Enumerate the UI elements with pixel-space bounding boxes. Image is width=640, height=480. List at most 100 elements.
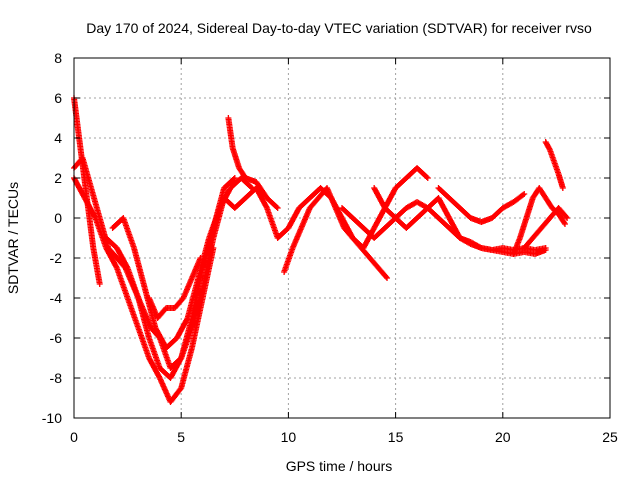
y-tick-label: 6: [54, 90, 62, 106]
data-point: [167, 365, 174, 371]
data-point: [163, 305, 170, 311]
plot-frame: [73, 57, 611, 419]
data-point: [531, 251, 538, 257]
data-point: [446, 225, 453, 231]
data-point: [296, 205, 303, 211]
marker-trail: [225, 116, 280, 210]
data-point: [253, 179, 260, 185]
data-point: [306, 195, 313, 201]
marker-trail: [522, 206, 570, 250]
data-point: [146, 335, 153, 341]
data-point: [229, 145, 236, 151]
x-tick-label: 25: [602, 429, 618, 445]
x-tick-label: 20: [495, 429, 511, 445]
marker-trail: [71, 176, 217, 404]
data-point: [521, 245, 528, 251]
data-point: [456, 205, 463, 211]
data-point: [274, 235, 281, 241]
data-point: [489, 215, 496, 221]
data-point: [392, 185, 399, 191]
data-point: [242, 175, 249, 181]
data-point: [435, 185, 442, 191]
data-point: [289, 245, 296, 251]
data-point: [424, 205, 431, 211]
data-point: [555, 171, 562, 177]
series-arc-5: [109, 175, 255, 351]
data-point: [188, 345, 195, 351]
data-point: [263, 195, 270, 201]
data-point: [561, 221, 568, 227]
data-point: [542, 195, 549, 201]
data-point: [555, 205, 562, 211]
y-tick-label: -2: [50, 250, 63, 266]
data-point: [371, 225, 378, 231]
data-point: [180, 295, 187, 301]
data-point: [414, 215, 421, 221]
series-arc-9: [281, 185, 391, 281]
data-point: [79, 155, 86, 161]
data-point: [221, 195, 228, 201]
data-point: [467, 241, 474, 247]
data-point: [371, 235, 378, 241]
data-point: [281, 269, 288, 275]
data-point: [113, 255, 120, 261]
data-point: [538, 225, 545, 231]
data-point: [90, 245, 97, 251]
data-point: [221, 185, 228, 191]
data-point: [446, 215, 453, 221]
data-point: [467, 215, 474, 221]
data-point: [384, 275, 391, 281]
x-tick-label: 5: [177, 429, 185, 445]
data-point: [323, 185, 330, 191]
data-point: [371, 185, 378, 191]
data-point: [529, 195, 536, 201]
data-point: [109, 225, 116, 231]
marker-trail: [436, 186, 527, 225]
data-point: [381, 205, 388, 211]
data-point: [375, 265, 382, 271]
data-point: [339, 205, 345, 211]
series-arc-12: [435, 185, 528, 225]
data-point: [124, 295, 131, 301]
data-point: [77, 145, 84, 151]
data-point: [306, 205, 313, 211]
data-point: [206, 235, 213, 241]
data-point: [227, 185, 234, 191]
data-point: [332, 205, 339, 211]
data-point: [135, 325, 142, 331]
data-point: [274, 205, 281, 211]
data-point: [131, 245, 138, 251]
data-point: [542, 247, 549, 253]
data-point: [81, 195, 88, 201]
data-point: [341, 225, 348, 231]
data-point: [225, 115, 232, 121]
data-point: [195, 275, 202, 281]
y-tick-label: -8: [50, 370, 63, 386]
data-point: [381, 225, 388, 231]
data-point: [559, 185, 566, 191]
data-point: [546, 147, 553, 153]
data-point: [154, 315, 161, 321]
data-point: [242, 195, 249, 201]
data-point: [403, 205, 410, 211]
data-point: [184, 315, 191, 321]
data-point: [231, 175, 238, 181]
data-point: [424, 175, 431, 181]
data-point: [197, 255, 204, 261]
data-point: [510, 199, 517, 205]
y-tick-label: -6: [50, 330, 63, 346]
data-point: [96, 215, 103, 221]
data-point: [173, 335, 180, 341]
data-point: [551, 159, 558, 165]
data-point: [253, 185, 260, 191]
data-point: [358, 245, 365, 251]
data-point: [216, 205, 223, 211]
series-arc-11: [371, 185, 549, 257]
data-point: [349, 215, 356, 221]
data-point: [521, 191, 528, 197]
data-point: [167, 375, 174, 381]
data-point: [105, 245, 112, 251]
data-points: [71, 95, 571, 405]
data-point: [113, 265, 120, 271]
